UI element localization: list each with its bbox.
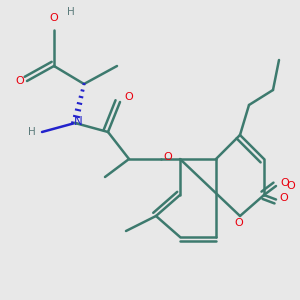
Text: O: O [15,76,24,86]
Text: O: O [50,13,58,23]
Text: O: O [286,181,296,191]
Text: O: O [280,178,290,188]
Text: N: N [74,115,82,128]
Text: O: O [164,152,172,163]
Text: O: O [234,218,243,229]
Text: O: O [124,92,134,103]
Text: H: H [67,7,74,17]
Text: O: O [279,193,288,203]
Text: H: H [28,127,35,137]
